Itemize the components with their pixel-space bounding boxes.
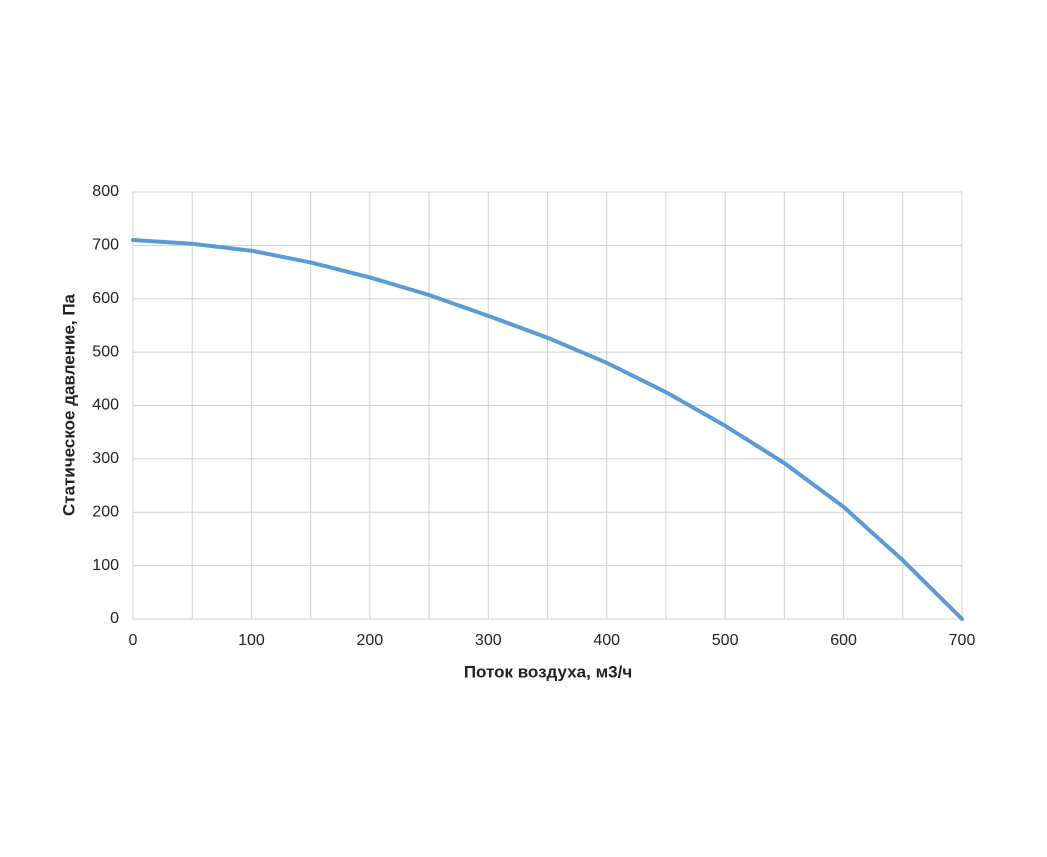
x-tick-label: 400	[593, 632, 620, 649]
y-tick-label: 500	[92, 343, 119, 360]
y-axis-title: Статическое давление, Па	[59, 293, 78, 516]
y-tick-label: 200	[92, 503, 119, 520]
y-tick-label: 700	[92, 237, 119, 254]
y-tick-label: 600	[92, 290, 119, 307]
y-tick-label: 400	[92, 397, 119, 414]
x-tick-label: 300	[475, 632, 502, 649]
x-tick-label: 200	[357, 632, 384, 649]
x-tick-label: 0	[129, 632, 138, 649]
x-tick-label: 100	[238, 632, 265, 649]
y-tick-label: 0	[110, 610, 119, 627]
data-line	[131, 238, 964, 621]
x-tick-label: 500	[712, 632, 739, 649]
y-tick-label: 100	[92, 557, 119, 574]
y-tick-label: 300	[92, 450, 119, 467]
x-axis-title: Поток воздуха, м3/ч	[464, 662, 632, 681]
y-tick-label: 800	[92, 183, 119, 200]
x-tick-label: 700	[949, 632, 976, 649]
x-tick-label: 600	[830, 632, 857, 649]
